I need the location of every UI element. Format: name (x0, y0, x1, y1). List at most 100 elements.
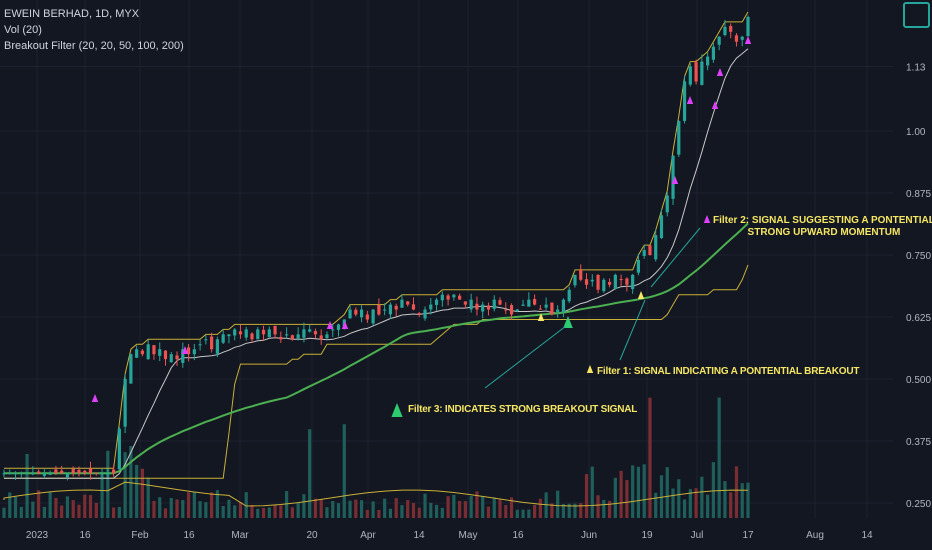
y-tick-label: 0.250 (906, 499, 931, 510)
indicator-overlays (3, 11, 749, 507)
ma200-line (4, 222, 749, 475)
volume-bar (377, 509, 381, 518)
volume-bar (221, 505, 225, 518)
candle-body (636, 259, 641, 273)
candle-body (700, 61, 704, 85)
volume-bar (677, 479, 681, 518)
candle-body (694, 62, 698, 82)
volume-bar (498, 499, 502, 518)
candle-body (111, 469, 116, 474)
volume-bar (567, 503, 571, 518)
candle-body (302, 329, 306, 338)
candle-body (348, 309, 352, 319)
candle-body (94, 472, 98, 474)
candle-body (13, 473, 18, 475)
volume-bar (394, 498, 398, 518)
volume-bar (146, 477, 150, 518)
candle-body (504, 309, 508, 311)
candle-body (2, 473, 6, 475)
volume-bar (238, 502, 243, 518)
volume-bar (452, 494, 456, 518)
filter3-pointer-line (484, 325, 567, 389)
volume-bar (411, 502, 416, 518)
candle-body (25, 473, 29, 475)
filter2-line2: STRONG UPWARD MOMENTUM (747, 227, 901, 238)
candle-body (394, 305, 398, 310)
candle-body (210, 336, 214, 350)
candle-body (163, 350, 168, 360)
volume-bar (458, 500, 462, 518)
volume-bar (244, 492, 248, 518)
volume-bar (60, 505, 64, 518)
candle-body (729, 26, 733, 32)
filter2-line1: Filter 2: SIGNAL SUGGESTING A PONTENTIAL (713, 215, 932, 226)
chart-legend: EWEIN BERHAD, 1D, MYX Vol (20) Breakout … (4, 6, 184, 54)
candle-body (106, 473, 110, 475)
volume-bar (354, 499, 358, 518)
filter1-annotation: Filter 1: SIGNAL INDICATING A PONTENTIAL… (597, 366, 860, 377)
volume-bar (406, 500, 410, 518)
volume-bar (250, 504, 254, 518)
candle-body (129, 354, 133, 384)
x-tick-label: 20 (306, 530, 318, 541)
candle-body (625, 278, 629, 285)
volume-bar (117, 506, 121, 518)
volume-bar (152, 500, 156, 518)
volume-bar (631, 465, 635, 518)
y-tick-label: 0.500 (906, 375, 931, 386)
volume-bar (302, 494, 306, 518)
volume-bar (481, 496, 485, 518)
volume-bar (550, 503, 554, 518)
volume-bar (688, 489, 692, 518)
volume-bar (492, 497, 496, 518)
volume-bar (37, 490, 41, 518)
candle-body (123, 379, 127, 427)
volume-bar (279, 505, 283, 518)
volume-bar (446, 496, 450, 518)
candle-body (279, 337, 283, 340)
volume-bar (746, 482, 750, 518)
candle-body (711, 46, 715, 60)
volume-bar (682, 499, 687, 518)
filter2-marker (326, 321, 334, 329)
candle-body (723, 26, 727, 36)
volume-bar (515, 509, 519, 518)
candle-body (371, 309, 375, 324)
volume-bar (365, 509, 369, 518)
volume-bar (717, 397, 721, 518)
volume-bar (590, 466, 594, 518)
filter2-marker (744, 36, 752, 44)
volume-bar (417, 507, 421, 518)
candle-body (440, 294, 444, 301)
candle-body (77, 469, 81, 474)
candle-body (527, 299, 531, 307)
volume-bar (94, 502, 98, 518)
volume-bar (71, 500, 75, 518)
candle-body (37, 471, 41, 474)
volume-bar (388, 508, 393, 518)
candle-body (233, 329, 237, 336)
volume-bar (429, 502, 433, 518)
volume-ma-line (3, 481, 749, 507)
volume-bar (163, 508, 168, 518)
volume-bar (273, 504, 277, 518)
candle-body (285, 334, 289, 336)
y-tick-label: 0.625 (906, 313, 931, 324)
volume-bar (325, 507, 329, 518)
candle-body (365, 314, 369, 320)
candle-body (567, 289, 571, 302)
candle-body (458, 295, 462, 300)
candle-body (596, 274, 600, 290)
candle-body (383, 309, 387, 311)
candle-body (319, 335, 323, 340)
volume-bar (579, 503, 583, 518)
candle-body (688, 66, 692, 85)
candle-body (290, 335, 294, 340)
indicator-label: Breakout Filter (20, 20, 50, 100, 200) (4, 40, 184, 52)
candle-body (244, 329, 248, 338)
candle-body (423, 309, 427, 319)
y-tick-label: 0.750 (906, 251, 931, 262)
volume-bar (296, 502, 300, 518)
volume-bar (383, 498, 387, 518)
